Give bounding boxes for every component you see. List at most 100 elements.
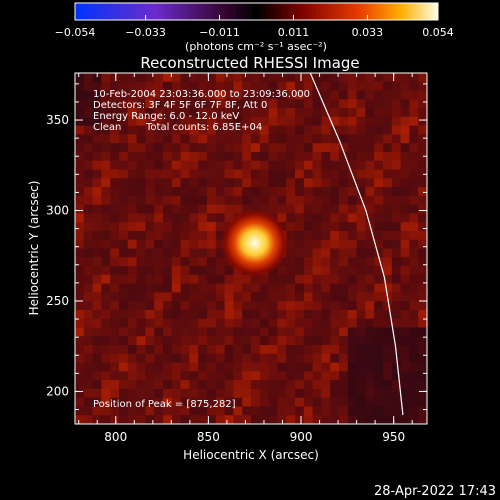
heatmap-cell bbox=[224, 283, 234, 293]
heatmap-cell bbox=[268, 274, 278, 285]
heatmap-cell bbox=[418, 318, 427, 329]
heatmap-cell bbox=[75, 388, 85, 399]
heatmap-cell bbox=[180, 73, 190, 83]
heatmap-cell bbox=[312, 230, 322, 241]
heatmap-cell bbox=[383, 371, 393, 381]
heatmap-cell bbox=[145, 274, 155, 285]
heatmap-cell bbox=[233, 301, 243, 311]
heatmap-cell bbox=[215, 415, 226, 424]
heatmap-cell bbox=[374, 116, 384, 127]
heatmap-cell bbox=[409, 81, 419, 92]
heatmap-cell bbox=[136, 266, 146, 276]
heatmap-cell bbox=[391, 248, 402, 258]
heatmap-cell bbox=[400, 99, 410, 109]
heatmap-cell bbox=[171, 108, 182, 118]
heatmap-cell bbox=[242, 116, 252, 127]
heatmap-cell bbox=[374, 81, 384, 92]
heatmap-cell bbox=[365, 134, 375, 144]
heatmap-cell bbox=[347, 292, 358, 302]
heatmap-cell bbox=[330, 178, 340, 188]
heatmap-cell bbox=[383, 301, 393, 311]
heatmap-cell bbox=[330, 99, 340, 109]
heatmap-cell bbox=[383, 195, 393, 206]
heatmap-cell bbox=[101, 292, 111, 302]
heatmap-cell bbox=[286, 178, 296, 188]
heatmap-cell bbox=[145, 151, 155, 162]
heatmap-cell bbox=[75, 283, 85, 293]
heatmap-cell bbox=[286, 125, 296, 136]
heatmap-cell bbox=[383, 327, 393, 337]
heatmap-cell bbox=[339, 116, 349, 127]
heatmap-cell bbox=[207, 125, 217, 136]
colorbar-tick-label: −0.033 bbox=[125, 26, 166, 39]
heatmap-cell bbox=[409, 248, 419, 258]
heatmap-cell bbox=[277, 397, 287, 408]
heatmap-cell bbox=[101, 336, 111, 346]
heatmap-cell bbox=[136, 222, 146, 232]
heatmap-cell bbox=[189, 143, 199, 153]
heatmap-cell bbox=[391, 178, 402, 188]
heatmap-cell bbox=[339, 134, 349, 144]
heatmap-cell bbox=[180, 283, 190, 293]
heatmap-cell bbox=[400, 169, 410, 179]
heatmap-cell bbox=[295, 222, 305, 232]
heatmap-cell bbox=[259, 151, 270, 162]
heatmap-cell bbox=[374, 125, 384, 136]
heatmap-cell bbox=[180, 204, 190, 214]
heatmap-cell bbox=[330, 134, 340, 144]
heatmap-cell bbox=[101, 90, 111, 100]
heatmap-cell bbox=[136, 292, 146, 302]
heatmap-cell bbox=[163, 73, 173, 83]
heatmap-cell bbox=[154, 73, 164, 83]
heatmap-cell bbox=[92, 116, 102, 127]
heatmap-cell bbox=[127, 213, 138, 223]
heatmap-cell bbox=[286, 380, 296, 390]
heatmap-cell bbox=[400, 362, 410, 372]
heatmap-cell bbox=[207, 388, 217, 399]
heatmap-cell bbox=[171, 222, 182, 232]
heatmap-cell bbox=[145, 283, 155, 293]
heatmap-cell bbox=[101, 99, 111, 109]
y-axis-label: Heliocentric Y (arcsec) bbox=[27, 181, 41, 316]
heatmap-cell bbox=[198, 213, 208, 223]
heatmap-cell bbox=[374, 213, 384, 223]
heatmap-cell bbox=[180, 169, 190, 179]
heatmap-cell bbox=[383, 362, 393, 372]
heatmap-cell bbox=[83, 99, 94, 109]
heatmap-cell bbox=[347, 371, 358, 381]
heatmap-cell bbox=[224, 266, 234, 276]
heatmap-cell bbox=[365, 327, 375, 337]
heatmap-cell bbox=[356, 116, 366, 127]
heatmap-cell bbox=[391, 204, 402, 214]
heatmap-cell bbox=[242, 81, 252, 92]
heatmap-cell bbox=[365, 406, 375, 416]
heatmap-cell bbox=[347, 415, 358, 424]
heatmap-cell bbox=[418, 266, 427, 276]
heatmap-cell bbox=[224, 213, 234, 223]
heatmap-cell bbox=[330, 257, 340, 267]
heatmap-cell bbox=[198, 388, 208, 399]
heatmap-cell bbox=[198, 99, 208, 109]
heatmap-cell bbox=[418, 415, 427, 424]
heatmap-cell bbox=[127, 230, 138, 241]
heatmap-cell bbox=[101, 160, 111, 171]
heatmap-cell bbox=[400, 327, 410, 337]
heatmap-cell bbox=[339, 248, 349, 258]
heatmap-cell bbox=[365, 81, 375, 92]
heatmap-cell bbox=[330, 318, 340, 329]
heatmap-cell bbox=[242, 397, 252, 408]
heatmap-cell bbox=[321, 134, 331, 144]
heatmap-cell bbox=[189, 222, 199, 232]
heatmap-cell bbox=[198, 362, 208, 372]
heatmap-cell bbox=[259, 309, 270, 320]
heatmap-cell bbox=[171, 336, 182, 346]
heatmap-cell bbox=[321, 274, 331, 285]
heatmap-cell bbox=[198, 195, 208, 206]
heatmap-cell bbox=[207, 380, 217, 390]
heatmap-cell bbox=[374, 239, 384, 250]
heatmap-cell bbox=[242, 99, 252, 109]
heatmap-cell bbox=[356, 397, 366, 408]
heatmap-cell bbox=[224, 116, 234, 127]
heatmap-cell bbox=[259, 204, 270, 214]
heatmap-cell bbox=[312, 248, 322, 258]
